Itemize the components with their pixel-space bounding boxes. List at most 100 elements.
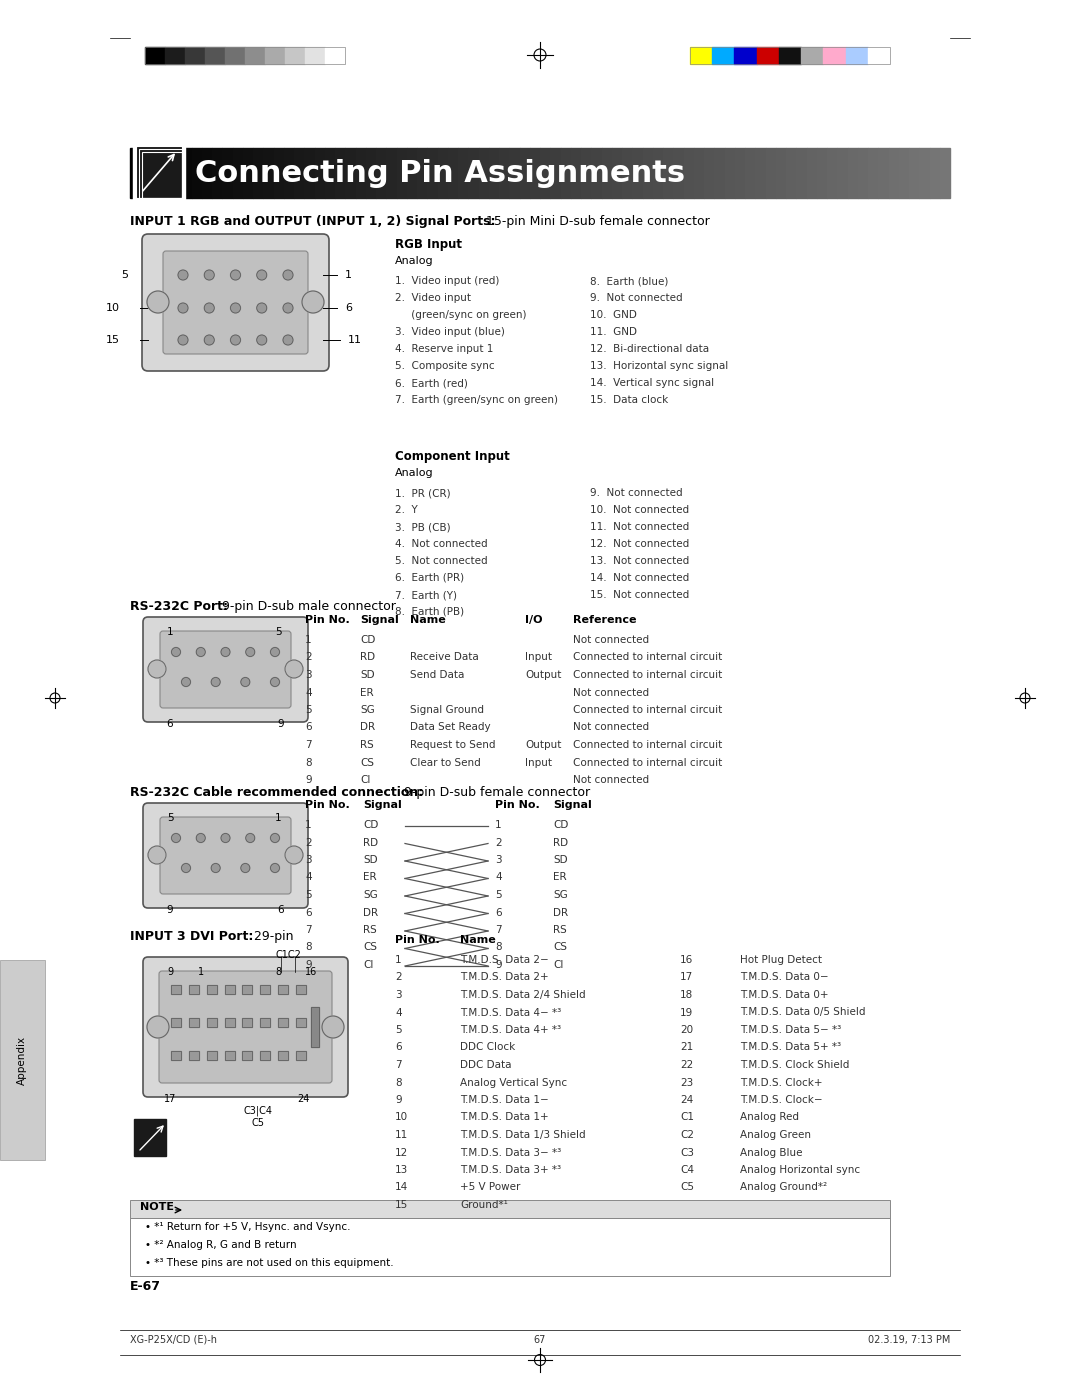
Bar <box>130 1218 890 1275</box>
Circle shape <box>270 678 280 686</box>
Text: Not connected: Not connected <box>573 636 649 645</box>
Text: Analog Blue: Analog Blue <box>740 1147 802 1158</box>
Text: RS-232C Cable recommended connection:: RS-232C Cable recommended connection: <box>130 787 423 799</box>
Text: C4: C4 <box>680 1165 694 1175</box>
Text: Appendix: Appendix <box>17 1035 27 1084</box>
Text: 3.  Video input (blue): 3. Video input (blue) <box>395 327 504 337</box>
Text: 7: 7 <box>305 740 312 750</box>
Text: 5: 5 <box>495 890 501 900</box>
Bar <box>652 148 663 198</box>
Bar <box>245 47 265 64</box>
Text: 1: 1 <box>495 820 501 830</box>
Text: 02.3.19, 7:13 PM: 02.3.19, 7:13 PM <box>867 1336 950 1345</box>
Text: T.M.D.S. Data 4− *³: T.M.D.S. Data 4− *³ <box>460 1007 562 1017</box>
Circle shape <box>285 847 303 863</box>
Text: Connected to internal circuit: Connected to internal circuit <box>573 740 723 750</box>
Text: 2.  Video input: 2. Video input <box>395 293 471 303</box>
Text: 11.  GND: 11. GND <box>590 327 637 337</box>
Text: Signal: Signal <box>360 615 399 624</box>
Text: Connected to internal circuit: Connected to internal circuit <box>573 671 723 680</box>
Text: T.M.D.S. Clock Shield: T.M.D.S. Clock Shield <box>740 1060 849 1070</box>
Bar <box>690 47 712 64</box>
Text: 7.  Earth (green/sync on green): 7. Earth (green/sync on green) <box>395 395 558 405</box>
Circle shape <box>204 270 214 279</box>
Bar <box>225 1018 234 1027</box>
Bar <box>253 148 264 198</box>
Text: • *¹ Return for +5 V, Hsync. and Vsync.: • *¹ Return for +5 V, Hsync. and Vsync. <box>145 1222 351 1232</box>
Text: 4.  Reserve input 1: 4. Reserve input 1 <box>395 344 494 353</box>
Text: 2: 2 <box>395 972 402 982</box>
Text: 15.  Not connected: 15. Not connected <box>590 590 689 599</box>
Text: 17: 17 <box>680 972 693 982</box>
Text: Name: Name <box>410 615 446 624</box>
Text: Connected to internal circuit: Connected to internal circuit <box>573 705 723 715</box>
Text: T.M.D.S. Clock−: T.M.D.S. Clock− <box>740 1095 823 1105</box>
Bar <box>265 47 285 64</box>
Bar <box>407 148 417 198</box>
Bar <box>632 148 643 198</box>
Text: 6: 6 <box>166 719 173 729</box>
Text: 6: 6 <box>305 722 312 732</box>
Circle shape <box>212 678 220 686</box>
Text: RD: RD <box>363 837 378 848</box>
Bar <box>296 985 306 995</box>
Text: 5.  Composite sync: 5. Composite sync <box>395 360 495 372</box>
Circle shape <box>283 270 293 279</box>
Bar <box>189 1051 199 1060</box>
Text: 1.  Video input (red): 1. Video input (red) <box>395 277 499 286</box>
Text: RS: RS <box>363 925 377 935</box>
Bar <box>139 149 183 198</box>
Text: Ground*¹: Ground*¹ <box>460 1200 508 1210</box>
Bar <box>225 47 245 64</box>
Text: (green/sync on green): (green/sync on green) <box>395 310 527 320</box>
Text: T.M.D.S. Data 5+ *³: T.M.D.S. Data 5+ *³ <box>740 1042 841 1052</box>
Text: 2: 2 <box>305 837 312 848</box>
Text: Not connected: Not connected <box>573 775 649 785</box>
Bar <box>189 985 199 995</box>
Text: SG: SG <box>553 890 568 900</box>
Circle shape <box>147 291 168 313</box>
Bar <box>335 148 346 198</box>
Bar <box>279 1018 288 1027</box>
Bar <box>279 985 288 995</box>
Bar <box>185 47 205 64</box>
Text: Analog Vertical Sync: Analog Vertical Sync <box>460 1077 567 1087</box>
Text: 4: 4 <box>305 687 312 697</box>
Bar <box>171 1051 181 1060</box>
Text: 20: 20 <box>680 1025 693 1035</box>
Text: 6: 6 <box>278 905 284 915</box>
Bar <box>141 152 183 198</box>
Circle shape <box>257 335 267 345</box>
Circle shape <box>257 303 267 313</box>
Text: 14.  Not connected: 14. Not connected <box>590 573 689 583</box>
Bar <box>734 148 745 198</box>
Bar <box>206 1018 217 1027</box>
Text: Input: Input <box>525 652 552 662</box>
Text: 6: 6 <box>305 908 312 918</box>
Bar <box>212 148 222 198</box>
FancyBboxPatch shape <box>143 803 308 908</box>
Text: 5.  Not connected: 5. Not connected <box>395 556 488 566</box>
Bar <box>540 148 550 198</box>
Bar <box>690 47 890 64</box>
Text: C5: C5 <box>680 1182 694 1193</box>
Text: T.M.D.S. Data 1+: T.M.D.S. Data 1+ <box>460 1112 549 1123</box>
Text: 9: 9 <box>495 960 501 970</box>
Text: 3.  PB (CB): 3. PB (CB) <box>395 522 450 532</box>
Text: 7: 7 <box>305 925 312 935</box>
Text: 14.  Vertical sync signal: 14. Vertical sync signal <box>590 379 714 388</box>
Text: T.M.D.S. Data 3+ *³: T.M.D.S. Data 3+ *³ <box>460 1165 562 1175</box>
Bar <box>242 985 253 995</box>
Text: Connecting Pin Assignments: Connecting Pin Assignments <box>195 158 685 187</box>
Circle shape <box>270 863 280 873</box>
Bar <box>346 148 355 198</box>
Text: T.M.D.S. Data 1/3 Shield: T.M.D.S. Data 1/3 Shield <box>460 1130 585 1140</box>
Text: E-67: E-67 <box>130 1280 161 1294</box>
Bar <box>868 148 878 198</box>
Bar <box>311 1007 319 1046</box>
Circle shape <box>148 847 166 863</box>
Bar <box>581 148 591 198</box>
Bar <box>530 148 540 198</box>
Text: 1: 1 <box>198 967 204 977</box>
Text: T.M.D.S. Data 2/4 Shield: T.M.D.S. Data 2/4 Shield <box>460 990 585 1000</box>
